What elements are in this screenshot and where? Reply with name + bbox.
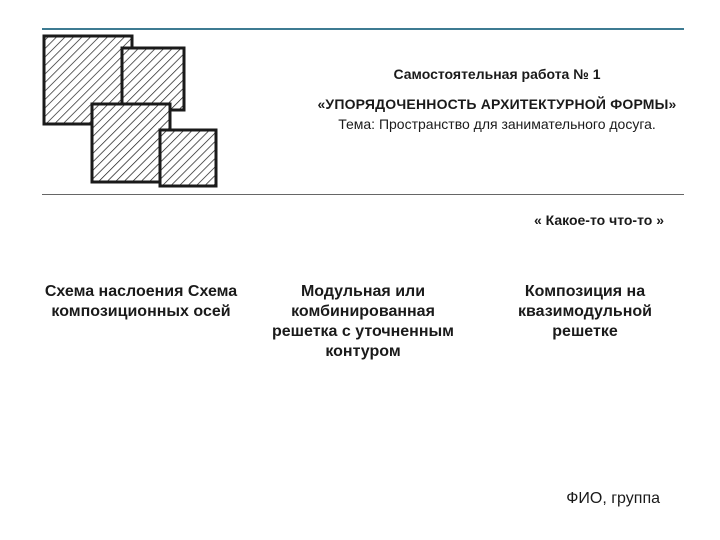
page: Самостоятельная работа № 1 «УПОРЯДОЧЕННО… — [0, 0, 720, 540]
footer-signature: ФИО, группа — [566, 490, 660, 508]
column-1: Схема наслоения Схема композиционных осе… — [42, 282, 240, 362]
title-sub: Тема: Пространство для занимательного до… — [310, 116, 684, 132]
rule-mid — [42, 194, 684, 195]
squares-icon — [42, 34, 242, 194]
column-2: Модульная или комбинированная решетка с … — [264, 282, 462, 362]
columns: Схема наслоения Схема композиционных осе… — [42, 282, 684, 362]
logo-overlapping-squares — [42, 34, 242, 194]
quote-text: « Какое-то что-то » — [534, 212, 664, 228]
title-main: «УПОРЯДОЧЕННОСТЬ АРХИТЕКТУРНОЙ ФОРМЫ» — [310, 96, 684, 112]
rule-top — [42, 28, 684, 30]
column-3: Композиция на квазимодульной решетке — [486, 282, 684, 362]
work-number: Самостоятельная работа № 1 — [310, 66, 684, 82]
header-block: Самостоятельная работа № 1 «УПОРЯДОЧЕННО… — [310, 66, 684, 132]
